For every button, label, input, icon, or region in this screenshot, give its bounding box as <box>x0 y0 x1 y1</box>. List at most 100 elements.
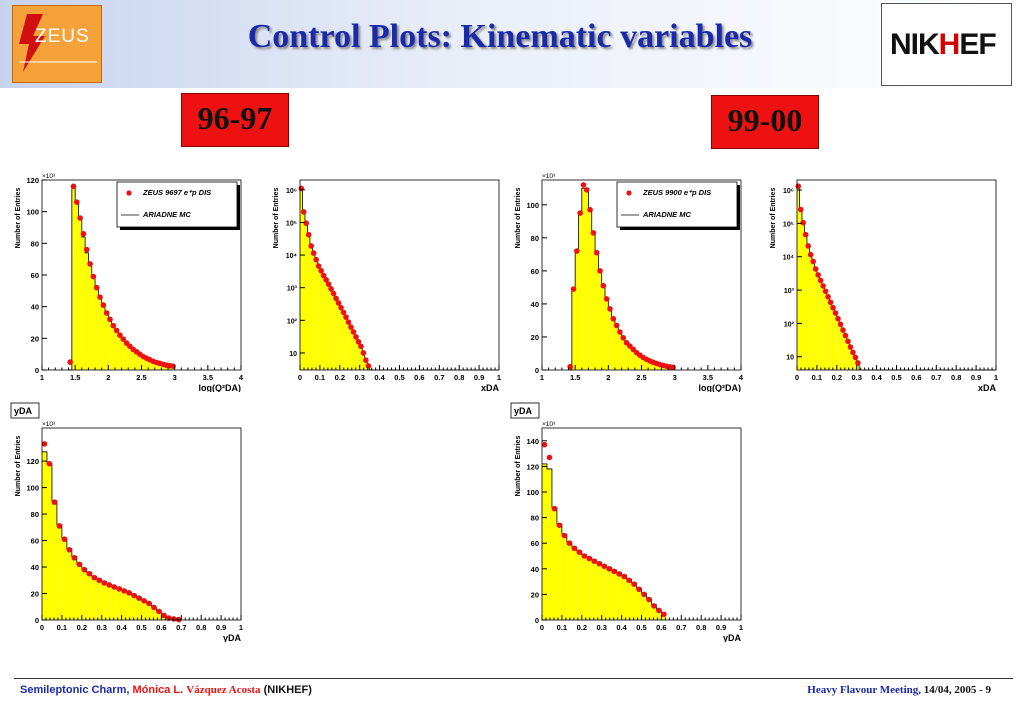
x-tick-label: 0 <box>540 623 544 632</box>
data-point <box>151 604 157 611</box>
y-tick-label: 40 <box>31 303 39 312</box>
mc-bar <box>124 344 129 370</box>
x-tick-label: 1 <box>239 623 243 632</box>
data-point <box>345 319 352 325</box>
data-point <box>117 332 123 338</box>
data-point <box>606 566 612 572</box>
x-tick-label: 0.8 <box>696 623 706 632</box>
mc-bar <box>96 578 102 620</box>
data-point <box>551 505 558 512</box>
mc-bar <box>644 359 649 370</box>
data-point <box>797 206 804 213</box>
y-multiplier: ×10³ <box>42 173 56 180</box>
mc-bar <box>334 298 338 370</box>
mc-bar <box>161 364 165 370</box>
data-point <box>852 354 859 361</box>
mc-bar <box>831 307 835 370</box>
data-point <box>110 322 117 329</box>
mc-bar <box>611 570 617 620</box>
mc-bar <box>571 290 576 370</box>
mc-bar <box>816 275 820 370</box>
data-point <box>820 283 826 289</box>
mc-bar <box>136 597 142 620</box>
data-point <box>100 302 107 308</box>
mc-bar <box>581 188 586 370</box>
x-tick-label: 0.2 <box>832 373 842 382</box>
x-tick-label: 0.4 <box>616 623 627 632</box>
x-tick-label: 0.7 <box>434 373 444 382</box>
data-point <box>577 210 583 216</box>
data-point <box>70 183 77 190</box>
x-tick-label: 0.5 <box>891 373 901 382</box>
data-point <box>74 199 80 205</box>
data-point <box>67 359 73 365</box>
mc-bar <box>317 266 320 370</box>
y-tick-label: 40 <box>31 563 39 572</box>
mc-bar <box>357 342 360 370</box>
data-point <box>626 577 632 584</box>
mc-bar <box>596 562 602 620</box>
data-point <box>77 215 83 221</box>
mc-bar <box>332 293 335 370</box>
legend-label-mc: ARIADNE MC <box>642 210 691 219</box>
mc-bar <box>648 361 652 370</box>
x-axis-label: yDA <box>723 633 742 642</box>
data-point <box>126 590 132 596</box>
x-tick-label: 0 <box>795 373 799 382</box>
x-axis-label: yDA <box>223 633 242 642</box>
legend-label-data: ZEUS 9697 e⁺p DIS <box>142 188 211 197</box>
chart-svg: 0 0.1 0.2 0.3 0.4 0.5 0.6 0.7 0.8 0.9 1 10 10² 10³ 10⁴… <box>273 179 501 392</box>
data-point <box>323 276 329 283</box>
mc-bar <box>134 352 139 370</box>
data-point <box>617 329 623 335</box>
x-tick-label: 0.3 <box>354 373 364 382</box>
data-point <box>320 272 327 279</box>
mc-bar <box>601 564 607 620</box>
mc-bar <box>349 327 353 370</box>
mc-bar <box>654 363 659 370</box>
chart-svg: 0 0.1 0.2 0.3 0.4 0.5 0.6 0.7 0.8 0.9 1 0 20 40 60 80 10… <box>10 402 243 642</box>
x-tick-label: 3 <box>673 373 677 382</box>
header-banner <box>0 0 1023 88</box>
mc-bar <box>636 588 642 620</box>
y-axis-label: Number of Entries <box>15 436 22 497</box>
data-point <box>815 272 821 278</box>
y-tick-label: 10³ <box>287 286 298 293</box>
data-point <box>303 220 310 226</box>
y-multiplier: ×10³ <box>542 173 556 180</box>
data-point <box>318 267 324 274</box>
y-tick-label: 10⁶ <box>783 188 794 195</box>
variable-tag-box <box>10 402 40 419</box>
mc-bar <box>91 576 97 620</box>
y-axis-label: Number of Entries <box>273 188 280 249</box>
data-point <box>310 250 317 256</box>
x-tick-label: 0.1 <box>57 623 67 632</box>
mc-bar <box>81 237 86 370</box>
mc-bar <box>101 306 106 370</box>
mc-bar <box>151 362 155 370</box>
x-tick-label: 0.6 <box>414 373 424 382</box>
mc-bar <box>111 327 115 370</box>
mc-bar <box>88 265 92 370</box>
data-point <box>661 611 667 618</box>
mc-bar <box>844 335 847 370</box>
data-point <box>120 336 127 342</box>
mc-bar <box>312 253 315 370</box>
mc-bar <box>824 291 827 370</box>
mc-bar <box>797 187 800 370</box>
data-point <box>576 549 583 555</box>
data-point <box>805 243 811 249</box>
data-point <box>636 586 642 593</box>
x-tick-label: 0.9 <box>716 623 726 632</box>
mc-bar <box>327 284 330 370</box>
data-point <box>101 580 107 586</box>
y-tick-label: 80 <box>31 510 39 519</box>
data-point <box>817 277 824 284</box>
y-tick-label: 100 <box>26 208 39 217</box>
mc-bar <box>78 219 82 370</box>
data-point <box>590 230 597 236</box>
mc-bar <box>806 246 810 370</box>
data-point <box>107 316 113 323</box>
data-point <box>597 268 603 274</box>
